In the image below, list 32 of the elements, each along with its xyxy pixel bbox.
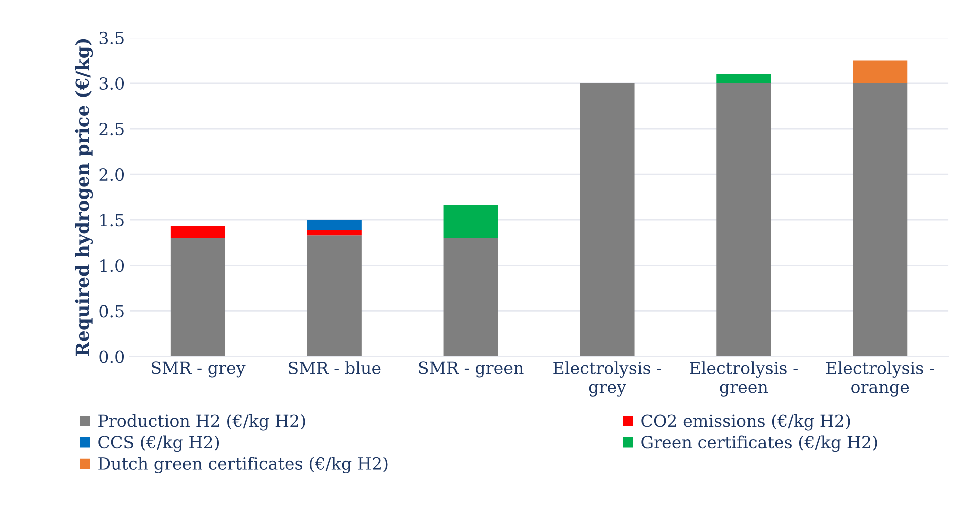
y-tick-label: 1.5	[100, 214, 124, 227]
bar	[716, 83, 772, 357]
x-tick-label: Electrolysis - grey	[554, 362, 662, 397]
bar	[716, 74, 772, 84]
y-axis-title: Required hydrogen price (€/kg)	[75, 39, 94, 356]
y-tick-label: 0.5	[100, 305, 124, 318]
x-tick-label: SMR - blue	[289, 362, 381, 374]
x-tick-label: Electrolysis - orange	[826, 362, 934, 397]
y-tick-label: 1.0	[100, 260, 124, 272]
bar	[307, 220, 362, 230]
y-tick-label: 2.5	[100, 122, 124, 136]
y-tick-label: 0.0	[100, 350, 124, 364]
bar	[444, 206, 498, 238]
bar	[307, 236, 362, 357]
y-tick-label: 3.0	[100, 77, 124, 90]
bar	[444, 238, 498, 357]
legend-label: CCS (€/kg H2)	[98, 436, 220, 452]
bar	[170, 238, 226, 357]
legend-label: Production H2 (€/kg H2)	[98, 414, 306, 431]
y-tick-label: 2.0	[100, 168, 124, 182]
legend-label: Dutch green certificates (€/kg H2)	[98, 457, 388, 474]
bar	[580, 83, 635, 357]
legend-label: CO2 emissions (€/kg H2)	[642, 414, 850, 431]
x-tick-label: SMR - green	[419, 362, 524, 378]
bar	[853, 83, 908, 357]
bar	[307, 230, 362, 236]
x-tick-label: SMR - grey	[152, 362, 246, 378]
legend-label: Green certificates (€/kg H2)	[642, 436, 878, 452]
y-tick-label: 3.5	[100, 32, 124, 45]
bar	[853, 60, 908, 84]
bar	[170, 226, 226, 238]
x-tick-label: Electrolysis - green	[690, 362, 798, 397]
